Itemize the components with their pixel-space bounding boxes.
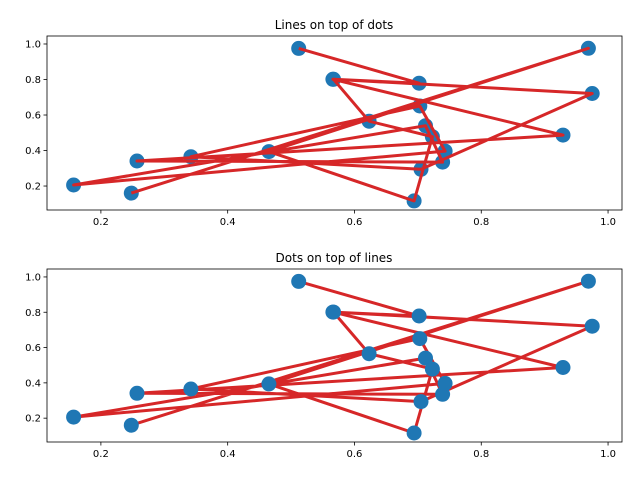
top-y-tick-label-1: 0.4 [25,146,41,157]
bottom-data-point-13 [326,304,341,320]
bottom-series-line [72,279,594,435]
top-series-line [72,46,594,203]
bottom-y-tick-label-3: 0.8 [25,308,41,319]
top-x-tick-label-2: 0.6 [347,217,363,228]
bottom-data-point-0 [291,273,307,289]
bottom-y-tick-label-1: 0.4 [25,378,41,389]
bottom-data-point-3 [555,360,571,375]
top-subplot-frame [46,35,623,211]
bottom-y-tick-label-4: 1.0 [25,272,41,283]
bottom-subplot: Dots on top of lines 0.2 0.4 0.6 0.8 1.0 0.2 0… [25,251,623,460]
top-y-tick-label-2: 0.6 [25,111,41,122]
top-x-tick-label-4: 1.0 [600,217,616,228]
top-y-tick-label-4: 1.0 [25,39,41,50]
bottom-data-point-7 [66,409,82,425]
bottom-data-point-9 [412,331,428,347]
top-y-tick-label-3: 0.8 [25,75,41,86]
top-subplot-title: Lines on top of dots [275,18,394,32]
bottom-data-point-17 [261,376,277,392]
bottom-data-point-1 [411,308,427,324]
bottom-data-point-8 [437,375,453,391]
bottom-data-point-4 [129,385,145,401]
bottom-data-point-10 [183,381,199,397]
bottom-data-point-11 [413,394,429,410]
bottom-data-point-16 [406,425,422,441]
bottom-data-point-14 [361,346,377,362]
bottom-data-point-15 [424,361,440,377]
top-x-tick-label-3: 0.8 [473,217,489,228]
top-y-tick-label-0: 0.2 [25,182,41,193]
bottom-x-tick-label-1: 0.4 [220,449,236,460]
bottom-data-point-6 [418,350,433,366]
bottom-y-tick-label-2: 0.6 [25,343,41,354]
bottom-x-tick-label-2: 0.6 [347,449,363,460]
top-x-tick-label-0: 0.2 [93,217,109,228]
bottom-markers [66,273,600,441]
bottom-y-tick-label-0: 0.2 [25,414,41,425]
bottom-data-point-18 [580,273,596,289]
bottom-x-tick-label-3: 0.8 [473,449,489,460]
bottom-data-point-12 [584,318,600,334]
bottom-data-point-19 [123,417,139,433]
bottom-subplot-frame [46,268,623,443]
bottom-subplot-title: Dots on top of lines [276,251,393,265]
top-x-tick-label-1: 0.4 [220,217,236,228]
top-subplot: Lines on top of dots 0.2 0.4 0.6 0.8 1.0 0.2 0… [25,18,623,228]
bottom-x-tick-label-0: 0.2 [93,449,109,460]
bottom-x-tick-label-4: 1.0 [600,449,616,460]
